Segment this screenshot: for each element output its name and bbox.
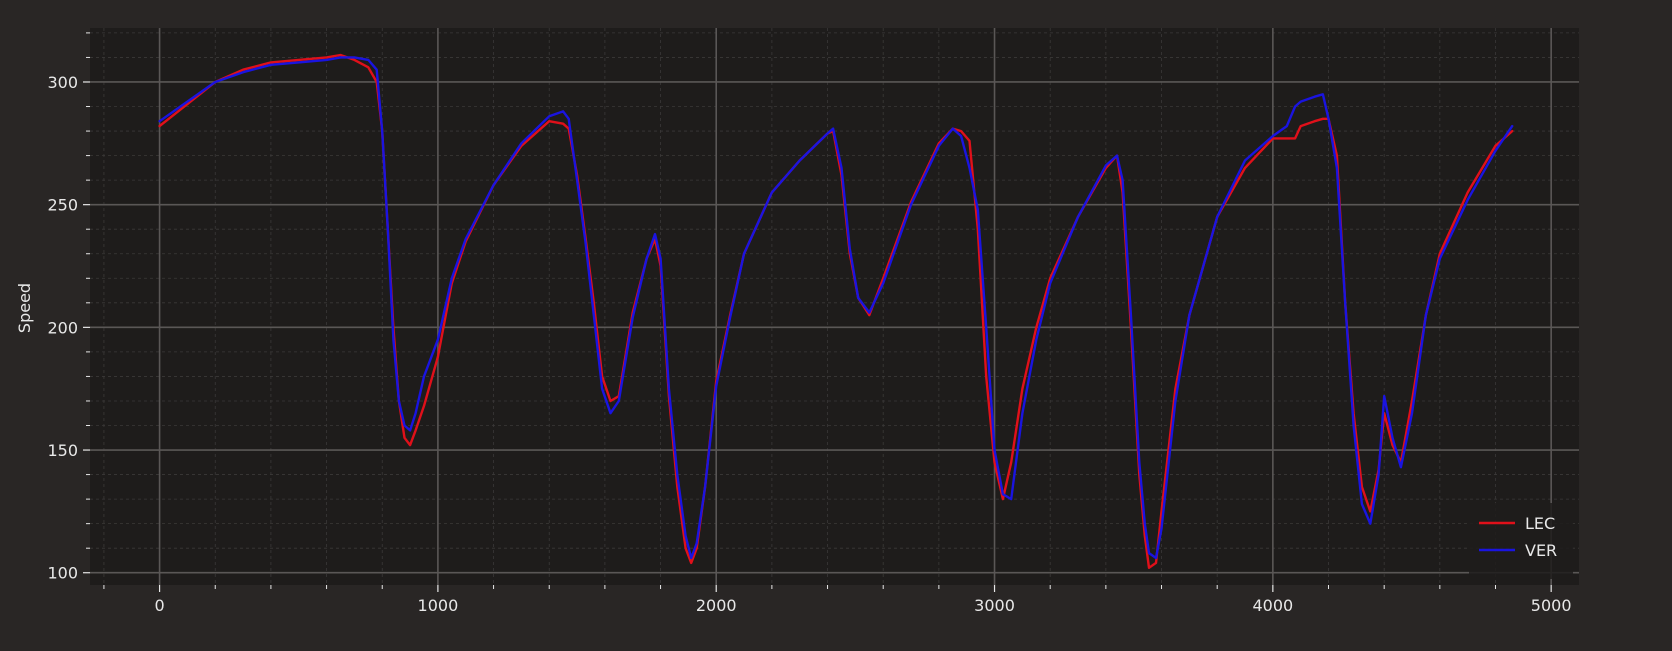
legend-label-ver: VER <box>1525 541 1557 560</box>
plot-area <box>90 28 1579 585</box>
y-tick-label: 200 <box>47 318 78 337</box>
legend: LEC VER <box>1469 503 1573 579</box>
y-tick-label: 150 <box>47 441 78 460</box>
x-tick-label: 1000 <box>418 596 459 615</box>
y-axis: 100 150 200 250 300 <box>47 32 90 583</box>
legend-label-lec: LEC <box>1525 514 1555 533</box>
minor-grid <box>90 28 1579 585</box>
x-tick-label: 4000 <box>1252 596 1293 615</box>
y-axis-label: Speed <box>15 283 34 333</box>
legend-box <box>1469 503 1573 579</box>
x-tick-label: 0 <box>154 596 164 615</box>
major-grid <box>90 28 1579 585</box>
x-tick-label: 3000 <box>974 596 1015 615</box>
series-layer <box>158 53 1514 569</box>
y-tick-label: 250 <box>47 196 78 215</box>
series-line-ver <box>158 56 1514 560</box>
y-tick-label: 300 <box>47 73 78 92</box>
x-tick-label: 2000 <box>696 596 737 615</box>
x-tick-label: 5000 <box>1531 596 1572 615</box>
x-axis: 0 1000 2000 3000 4000 5000 <box>103 585 1572 615</box>
y-tick-label: 100 <box>47 564 78 583</box>
